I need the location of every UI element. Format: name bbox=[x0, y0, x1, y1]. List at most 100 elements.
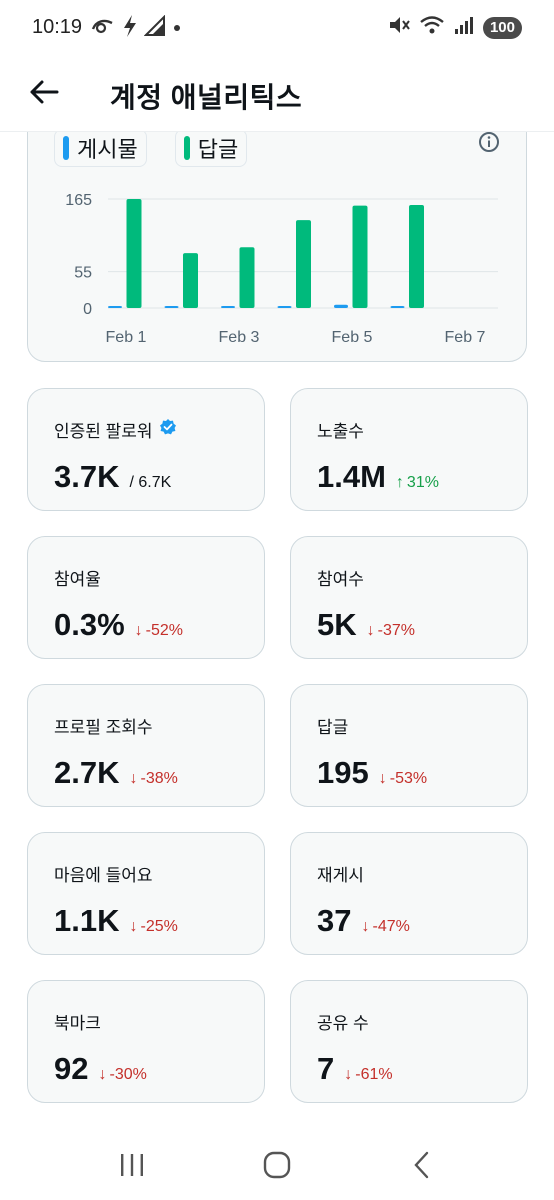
x-tick-label: Feb 7 bbox=[445, 329, 486, 346]
metric-card[interactable]: 프로필 조회수 2.7K ↓ -38% bbox=[27, 684, 265, 807]
metric-label-wrap: 인증된 팔로워 bbox=[54, 417, 177, 442]
bar-replies[interactable] bbox=[183, 253, 198, 308]
y-tick-label: 55 bbox=[74, 265, 92, 282]
x-tick-label: Feb 5 bbox=[332, 329, 373, 346]
metric-change: ↓ -25% bbox=[129, 918, 177, 936]
legend-swatch-replies bbox=[183, 136, 190, 160]
bar-posts[interactable] bbox=[277, 306, 292, 308]
legend-label-posts: 게시물 bbox=[77, 137, 138, 162]
metric-card[interactable]: 재게시 37 ↓ -47% bbox=[290, 832, 528, 955]
chart-legend: 게시물 답글 bbox=[54, 129, 248, 167]
signal-arrows-icon bbox=[143, 14, 166, 42]
metric-value: 195 bbox=[317, 755, 369, 790]
metric-label: 답글 bbox=[317, 718, 349, 737]
metric-change-value: -52% bbox=[145, 622, 184, 639]
metric-value-row: 195 ↓ -53% bbox=[317, 755, 427, 791]
metric-card[interactable]: 인증된 팔로워 3.7K / 6.7K bbox=[27, 388, 265, 511]
metric-value: 3.7K bbox=[54, 459, 120, 494]
metric-value-row: 3.7K / 6.7K bbox=[54, 459, 171, 495]
bar-replies[interactable] bbox=[239, 247, 255, 308]
status-bar: 10:19 100 bbox=[0, 0, 554, 58]
status-time: 10:19 bbox=[32, 16, 83, 38]
metric-change: ↓ -30% bbox=[98, 1066, 146, 1084]
bar-replies[interactable] bbox=[126, 199, 142, 308]
metric-card[interactable]: 공유 수 7 ↓ -61% bbox=[290, 980, 528, 1103]
info-icon[interactable] bbox=[478, 131, 500, 153]
battery-indicator: 100 bbox=[482, 16, 522, 39]
metric-label: 북마크 bbox=[54, 1014, 101, 1033]
metric-label: 참여율 bbox=[54, 570, 101, 589]
metric-value-row: 5K ↓ -37% bbox=[317, 607, 415, 643]
chevron-left-icon bbox=[414, 1151, 428, 1179]
metric-card[interactable]: 답글 195 ↓ -53% bbox=[290, 684, 528, 807]
legend-item-replies[interactable]: 답글 bbox=[174, 129, 248, 167]
bar-chart: 0 55 165 Feb 1 Feb 3 Feb 5 Feb 7 bbox=[65, 192, 498, 346]
metric-value: 0.3% bbox=[54, 607, 125, 642]
metric-card[interactable]: 노출수 1.4M ↑ 31% bbox=[290, 388, 528, 511]
notification-app-icon bbox=[90, 15, 116, 42]
bar-posts[interactable] bbox=[390, 306, 405, 308]
home-icon bbox=[263, 1151, 291, 1179]
bar-posts[interactable] bbox=[334, 304, 348, 308]
cell-signal-icon bbox=[453, 14, 475, 41]
metric-label-wrap: 북마크 bbox=[54, 1009, 101, 1034]
metric-label-wrap: 마음에 들어요 bbox=[54, 861, 153, 886]
metric-change: ↓ -37% bbox=[367, 622, 415, 640]
metric-value-row: 92 ↓ -30% bbox=[54, 1051, 147, 1087]
metric-value: 2.7K bbox=[54, 755, 120, 790]
x-tick-label: Feb 1 bbox=[106, 329, 147, 346]
metric-change: ↑ 31% bbox=[396, 474, 439, 492]
back-nav-button[interactable] bbox=[397, 1140, 447, 1190]
metric-change: ↓ -47% bbox=[361, 918, 409, 936]
metric-card[interactable]: 북마크 92 ↓ -30% bbox=[27, 980, 265, 1103]
bar-replies[interactable] bbox=[296, 220, 311, 308]
metric-label-wrap: 프로필 조회수 bbox=[54, 713, 153, 738]
legend-item-posts[interactable]: 게시물 bbox=[54, 129, 147, 167]
arrow-down-icon: ↓ bbox=[344, 1066, 353, 1083]
metric-card[interactable]: 참여수 5K ↓ -37% bbox=[290, 536, 528, 659]
metric-label: 참여수 bbox=[317, 570, 364, 589]
bar-replies[interactable] bbox=[352, 205, 368, 308]
metric-value-row: 37 ↓ -47% bbox=[317, 903, 410, 939]
back-button[interactable] bbox=[26, 74, 62, 110]
metric-change-value: -38% bbox=[140, 770, 178, 787]
metric-value-row: 1.1K ↓ -25% bbox=[54, 903, 178, 939]
arrow-up-icon: ↑ bbox=[395, 474, 404, 491]
arrow-left-icon bbox=[30, 80, 59, 104]
recent-apps-button[interactable] bbox=[107, 1140, 157, 1190]
metric-value: 37 bbox=[317, 903, 352, 938]
metric-value: 1.4M bbox=[317, 459, 386, 494]
legend-label-replies: 답글 bbox=[197, 137, 239, 162]
metric-value-row: 7 ↓ -61% bbox=[317, 1051, 393, 1087]
wifi-icon bbox=[419, 14, 445, 41]
metric-label: 프로필 조회수 bbox=[54, 718, 153, 737]
arrow-down-icon: ↓ bbox=[366, 622, 375, 639]
system-nav-bar bbox=[0, 1130, 554, 1200]
bar-replies[interactable] bbox=[409, 204, 424, 308]
metric-label: 마음에 들어요 bbox=[54, 866, 153, 885]
app-header: 계정 애널리틱스 bbox=[0, 58, 554, 132]
flash-icon bbox=[122, 14, 138, 43]
metric-value: 1.1K bbox=[54, 903, 120, 938]
recent-apps-icon bbox=[121, 1154, 144, 1176]
metric-value: 5K bbox=[317, 607, 357, 642]
y-tick-label: 0 bbox=[83, 301, 92, 318]
metric-card[interactable]: 마음에 들어요 1.1K ↓ -25% bbox=[27, 832, 265, 955]
metric-label: 재게시 bbox=[317, 866, 364, 885]
metric-label-wrap: 참여수 bbox=[317, 565, 364, 590]
metric-label: 인증된 팔로워 bbox=[54, 422, 153, 441]
arrow-down-icon: ↓ bbox=[134, 622, 143, 639]
bar-posts[interactable] bbox=[221, 306, 235, 308]
metric-change-value: -37% bbox=[377, 622, 415, 639]
arrow-down-icon: ↓ bbox=[129, 918, 138, 935]
verified-badge-icon bbox=[159, 418, 177, 441]
metric-change-value: -61% bbox=[355, 1066, 393, 1083]
home-button[interactable] bbox=[252, 1140, 302, 1190]
bar-posts[interactable] bbox=[164, 306, 179, 308]
bar-posts[interactable] bbox=[108, 306, 122, 308]
metric-change-value: -47% bbox=[372, 918, 410, 935]
status-icons-left bbox=[90, 14, 182, 43]
metric-change: ↓ -61% bbox=[344, 1066, 392, 1084]
metric-card[interactable]: 참여율 0.3% ↓ -52% bbox=[27, 536, 265, 659]
metric-label: 노출수 bbox=[317, 422, 364, 441]
